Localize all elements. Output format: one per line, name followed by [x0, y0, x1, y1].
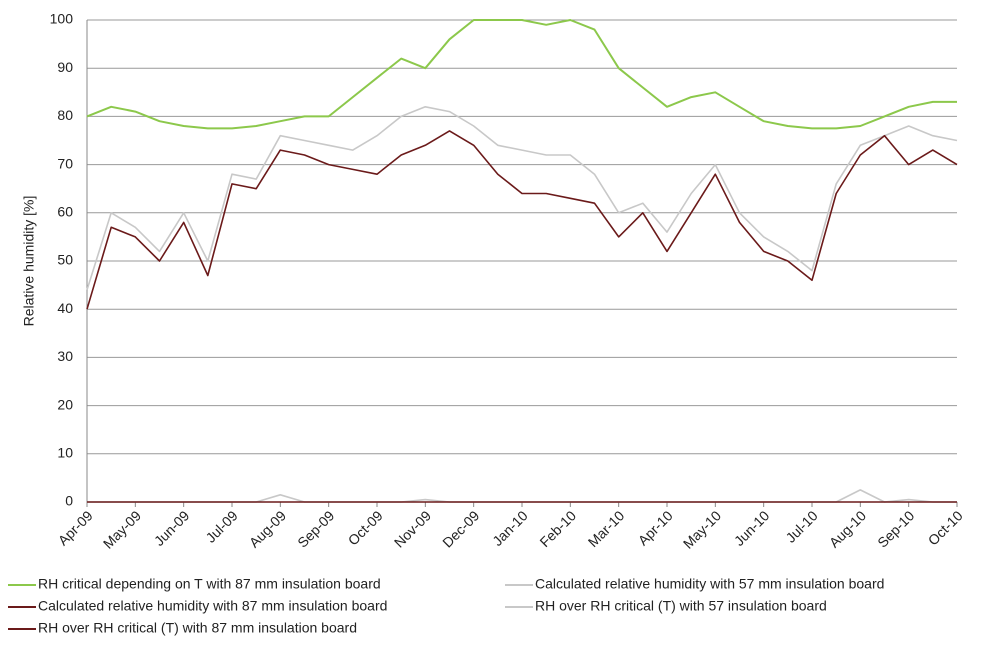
x-tick-label: Jul-09 [202, 507, 240, 545]
y-tick-label: 30 [57, 348, 73, 364]
x-tick-label: Apr-09 [55, 507, 96, 548]
y-tick-label: 20 [57, 396, 73, 412]
legend-label: RH critical depending on T with 87 mm in… [38, 576, 381, 592]
series-line [86, 19, 957, 130]
x-tick-label: Jun-10 [731, 507, 773, 549]
x-tick-label: May-10 [680, 507, 724, 551]
legend-label: RH over RH critical (T) with 57 insulati… [535, 598, 827, 614]
x-tick-label: Feb-10 [536, 507, 579, 550]
y-tick-label: 60 [57, 204, 73, 220]
y-tick-label: 90 [57, 59, 73, 75]
legend-label: RH over RH critical (T) with 87 mm insul… [38, 620, 357, 636]
x-tick-label: Jul-10 [782, 507, 820, 545]
y-tick-label: 40 [57, 300, 73, 316]
x-tick-label: Apr-10 [635, 507, 676, 548]
x-tick-label: Aug-10 [826, 507, 869, 550]
series-line [86, 106, 958, 291]
y-tick-label: 10 [57, 445, 73, 461]
y-axis-label: Relative humidity [%] [21, 196, 37, 327]
series-line [87, 489, 957, 503]
x-tick-label: May-09 [100, 507, 144, 551]
legend-label: Calculated relative humidity with 87 mm … [38, 598, 387, 614]
series-line [86, 130, 958, 310]
x-tick-label: Sep-09 [294, 507, 337, 550]
y-tick-label: 80 [57, 107, 73, 123]
x-tick-label: Oct-09 [345, 507, 386, 548]
x-tick-label: Dec-09 [439, 507, 482, 550]
x-tick-label: Jun-09 [151, 507, 193, 549]
x-tick-label: Oct-10 [925, 507, 966, 548]
y-tick-label: 70 [57, 155, 73, 171]
y-tick-label: 50 [57, 252, 73, 268]
y-tick-label: 100 [50, 11, 74, 27]
y-tick-label: 0 [65, 493, 73, 509]
legend-label: Calculated relative humidity with 57 mm … [535, 576, 884, 592]
x-tick-label: Nov-09 [391, 507, 434, 550]
x-tick-label: Aug-09 [246, 507, 289, 550]
x-tick-label: Sep-10 [874, 507, 917, 550]
x-tick-label: Jan-10 [489, 507, 531, 549]
x-tick-label: Mar-10 [585, 507, 628, 550]
